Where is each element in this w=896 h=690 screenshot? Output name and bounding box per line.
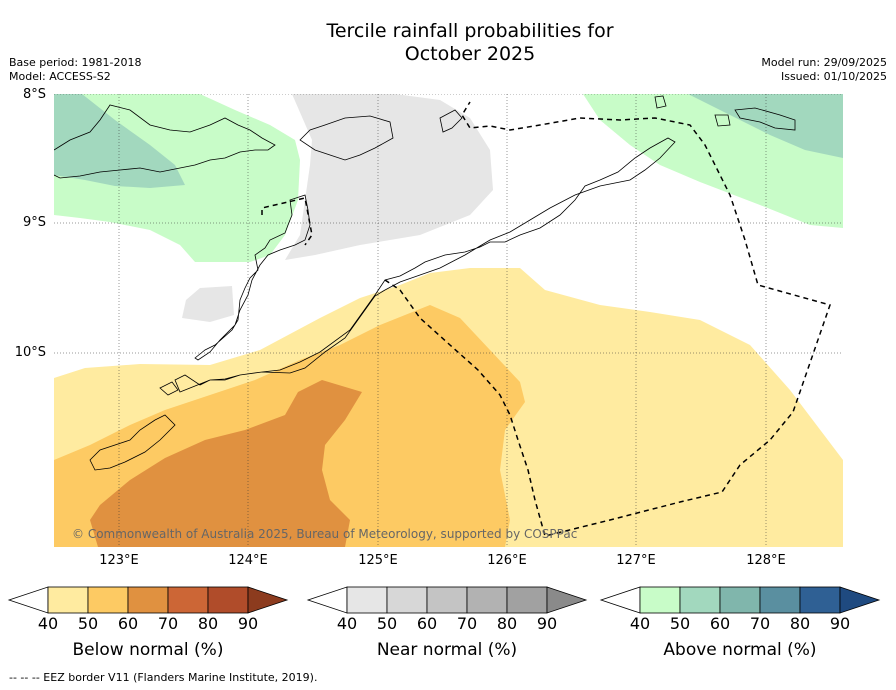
lat-label-10s: 10°S: [14, 345, 46, 360]
copyright-text: © Commonwealth of Australia 2025, Bureau…: [72, 527, 578, 541]
colorbar-above-label: Above normal (%): [663, 640, 817, 660]
below-60-region: [90, 380, 362, 547]
title-line-1: Tercile rainfall probabilities for: [326, 20, 614, 42]
small-island-4: [439, 109, 463, 133]
colorbar-below-bin-1: [47, 586, 89, 614]
colorbar-below-bin-2: [87, 586, 129, 614]
below-tick-70: 70: [157, 614, 179, 633]
issued-text: Issued: 01/10/2025: [780, 70, 887, 83]
near-tick-40: 40: [336, 614, 358, 633]
near-tick-70: 70: [456, 614, 478, 633]
colorbar-near-under: [306, 586, 348, 614]
base-period-text: Base period: 1981-2018: [9, 56, 142, 69]
small-island-5: [159, 381, 179, 396]
lon-label-128e: 128°E: [746, 553, 786, 568]
colorbars: [7, 586, 881, 614]
colorbar-above-bin-2: [679, 586, 721, 614]
colorbar-near-bin-4: [466, 586, 508, 614]
above-tick-50: 50: [669, 614, 691, 633]
colorbar-near-bin-1: [346, 586, 388, 614]
near-tick-60: 60: [416, 614, 438, 633]
model-text: Model: ACCESS-S2: [9, 70, 111, 83]
lon-label-126e: 126°E: [487, 553, 527, 568]
colorbar-near-bin-3: [426, 586, 468, 614]
coastlines: [54, 95, 796, 471]
title-line-2: October 2025: [404, 43, 536, 65]
lon-label-123e: 123°E: [99, 553, 139, 568]
colorbar-below-bin-5: [207, 586, 249, 614]
above-tick-40: 40: [629, 614, 651, 633]
near-tick-80: 80: [496, 614, 518, 633]
gridlines: [54, 94, 843, 547]
colorbar-above: [599, 586, 881, 614]
colorbar-above-bin-5: [799, 586, 841, 614]
above-tick-80: 80: [789, 614, 811, 633]
map-layers: [54, 94, 843, 547]
near-40-patch-south: [182, 286, 234, 322]
small-island-1: [654, 95, 667, 109]
west-timor-coast: [194, 194, 311, 361]
below-tick-80: 80: [197, 614, 219, 633]
near-40-region: [285, 94, 493, 260]
colorbar-above-bin-4: [759, 586, 801, 614]
near-tick-90: 90: [536, 614, 558, 633]
lat-label-9s: 9°S: [22, 215, 46, 230]
above-tick-60: 60: [709, 614, 731, 633]
lon-label-124e: 124°E: [228, 553, 268, 568]
meta-left: Base period: 1981-2018 Model: ACCESS-S2: [9, 56, 141, 84]
colorbar-near-over: [546, 586, 588, 614]
map-title: Tercile rainfall probabilities for Octob…: [0, 20, 896, 66]
colorbar-below-bin-4: [167, 586, 209, 614]
colorbar-near-bin-2: [386, 586, 428, 614]
eez-border: [261, 101, 831, 537]
above-50-region-east: [688, 94, 843, 158]
flores-coast: [54, 104, 276, 179]
colorbar-near: [306, 586, 588, 614]
colorbar-below: [7, 586, 289, 614]
colorbar-above-over: [839, 586, 881, 614]
below-tick-90: 90: [237, 614, 259, 633]
map-canvas: [54, 94, 843, 547]
colorbar-below-bin-3: [127, 586, 169, 614]
lon-label-125e: 125°E: [358, 553, 398, 568]
colorbar-below-label: Below normal (%): [72, 640, 224, 660]
above-50-region-west: [54, 94, 185, 188]
lon-label-127e: 127°E: [616, 553, 656, 568]
colorbar-above-under: [599, 586, 641, 614]
colorbar-above-bin-1: [639, 586, 681, 614]
model-run-text: Model run: 29/09/2025: [761, 56, 887, 69]
colorbar-below-under: [7, 586, 49, 614]
lat-label-8s: 8°S: [22, 87, 46, 102]
sumba-coast: [89, 414, 176, 471]
above-tick-70: 70: [749, 614, 771, 633]
small-island-3: [714, 114, 731, 127]
meta-right: Model run: 29/09/2025 Issued: 01/10/2025: [761, 56, 887, 84]
colorbar-above-bin-3: [719, 586, 761, 614]
below-tick-50: 50: [77, 614, 99, 633]
colorbar-below-over: [247, 586, 289, 614]
northern-islands: [299, 115, 394, 161]
colorbar-near-label: Near normal (%): [376, 640, 518, 660]
eez-footnote: -- -- -- EEZ border V11 (Flanders Marine…: [9, 671, 318, 684]
timor-coastline: [174, 137, 676, 393]
above-tick-90: 90: [829, 614, 851, 633]
below-tick-60: 60: [117, 614, 139, 633]
near-tick-50: 50: [376, 614, 398, 633]
small-island-2: [734, 107, 796, 131]
below-tick-40: 40: [37, 614, 59, 633]
colorbar-near-bin-5: [506, 586, 548, 614]
